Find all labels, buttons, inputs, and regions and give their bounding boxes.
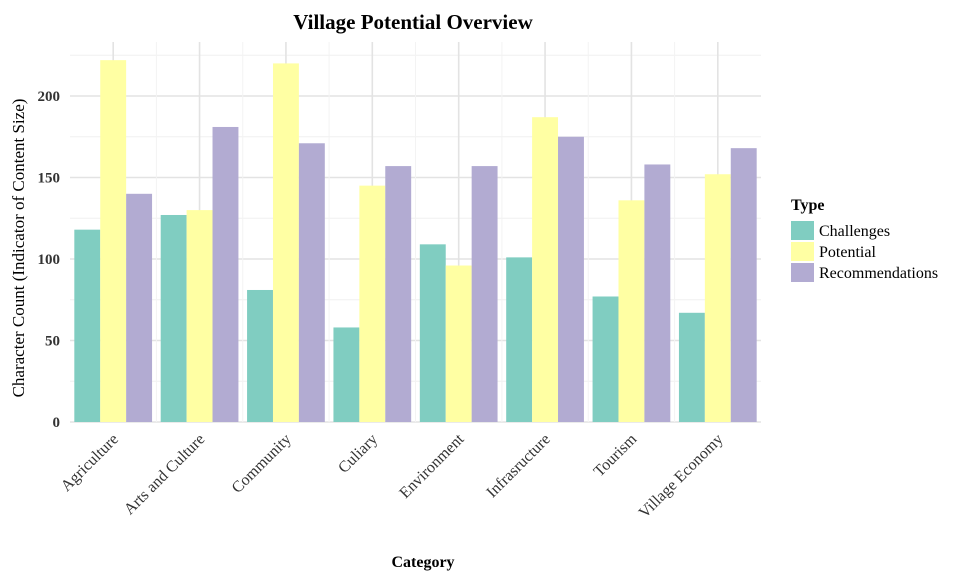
bar-recommendations-tourism bbox=[644, 164, 671, 422]
bar-potential-culiary bbox=[359, 185, 386, 422]
y-axis-ticks: 0 50 100 150 200 bbox=[38, 89, 61, 431]
x-tick-label: Community bbox=[229, 431, 295, 497]
bar-challenges-tourism bbox=[592, 296, 619, 422]
bar-potential-arts-and-culture bbox=[186, 210, 213, 422]
bar-challenges-environment bbox=[419, 244, 446, 422]
y-tick-label: 50 bbox=[45, 334, 60, 350]
x-axis-title: Category bbox=[391, 554, 454, 571]
bar-challenges-community bbox=[247, 289, 273, 422]
bar-challenges-village-economy bbox=[678, 312, 705, 422]
bar-challenges-culiary bbox=[333, 327, 360, 422]
y-tick-label: 200 bbox=[38, 89, 61, 105]
bar-recommendations-infrasructure bbox=[558, 136, 584, 422]
legend-label-potential: Potential bbox=[819, 244, 876, 261]
bar-potential-infrasructure bbox=[532, 117, 559, 422]
bar-potential-tourism bbox=[618, 200, 645, 422]
y-tick-label: 100 bbox=[38, 252, 61, 268]
x-tick-label: Tourism bbox=[591, 430, 641, 480]
x-tick-label: Environment bbox=[396, 430, 467, 501]
bar-potential-environment bbox=[445, 265, 472, 422]
bar-recommendations-environment bbox=[471, 166, 498, 422]
y-tick-label: 150 bbox=[38, 171, 61, 187]
bar-challenges-infrasructure bbox=[506, 257, 533, 422]
y-tick-label: 0 bbox=[53, 415, 61, 431]
bar-potential-agriculture bbox=[100, 60, 127, 422]
legend-title: Type bbox=[791, 197, 824, 214]
legend-swatch-recommendations bbox=[791, 263, 814, 282]
y-axis-title: Character Count (Indicator of Content Si… bbox=[9, 99, 28, 398]
bar-recommendations-community bbox=[298, 143, 325, 422]
bar-recommendations-agriculture bbox=[126, 193, 153, 422]
legend-swatch-challenges bbox=[791, 221, 814, 240]
legend-swatch-potential bbox=[791, 242, 814, 261]
x-tick-label: Village Economy bbox=[636, 431, 727, 522]
x-tick-label: Infrasructure bbox=[483, 431, 553, 501]
bar-challenges-agriculture bbox=[74, 229, 101, 422]
bar-recommendations-culiary bbox=[385, 166, 412, 422]
bar-recommendations-arts-and-culture bbox=[212, 126, 239, 422]
bar-challenges-arts-and-culture bbox=[160, 214, 187, 422]
bar-potential-village-economy bbox=[704, 174, 731, 422]
legend-label-recommendations: Recommendations bbox=[819, 265, 938, 282]
bar-potential-community bbox=[272, 63, 299, 423]
x-tick-label: Culiary bbox=[335, 431, 381, 477]
x-tick-label: Agriculture bbox=[58, 431, 122, 495]
bars bbox=[74, 60, 757, 423]
x-tick-label: Arts and Culture bbox=[121, 431, 208, 518]
chart-title: Village Potential Overview bbox=[293, 10, 533, 34]
legend-label-challenges: Challenges bbox=[819, 223, 890, 240]
legend: Type Challenges Potential Recommendations bbox=[791, 197, 938, 282]
bar-recommendations-village-economy bbox=[730, 148, 757, 422]
